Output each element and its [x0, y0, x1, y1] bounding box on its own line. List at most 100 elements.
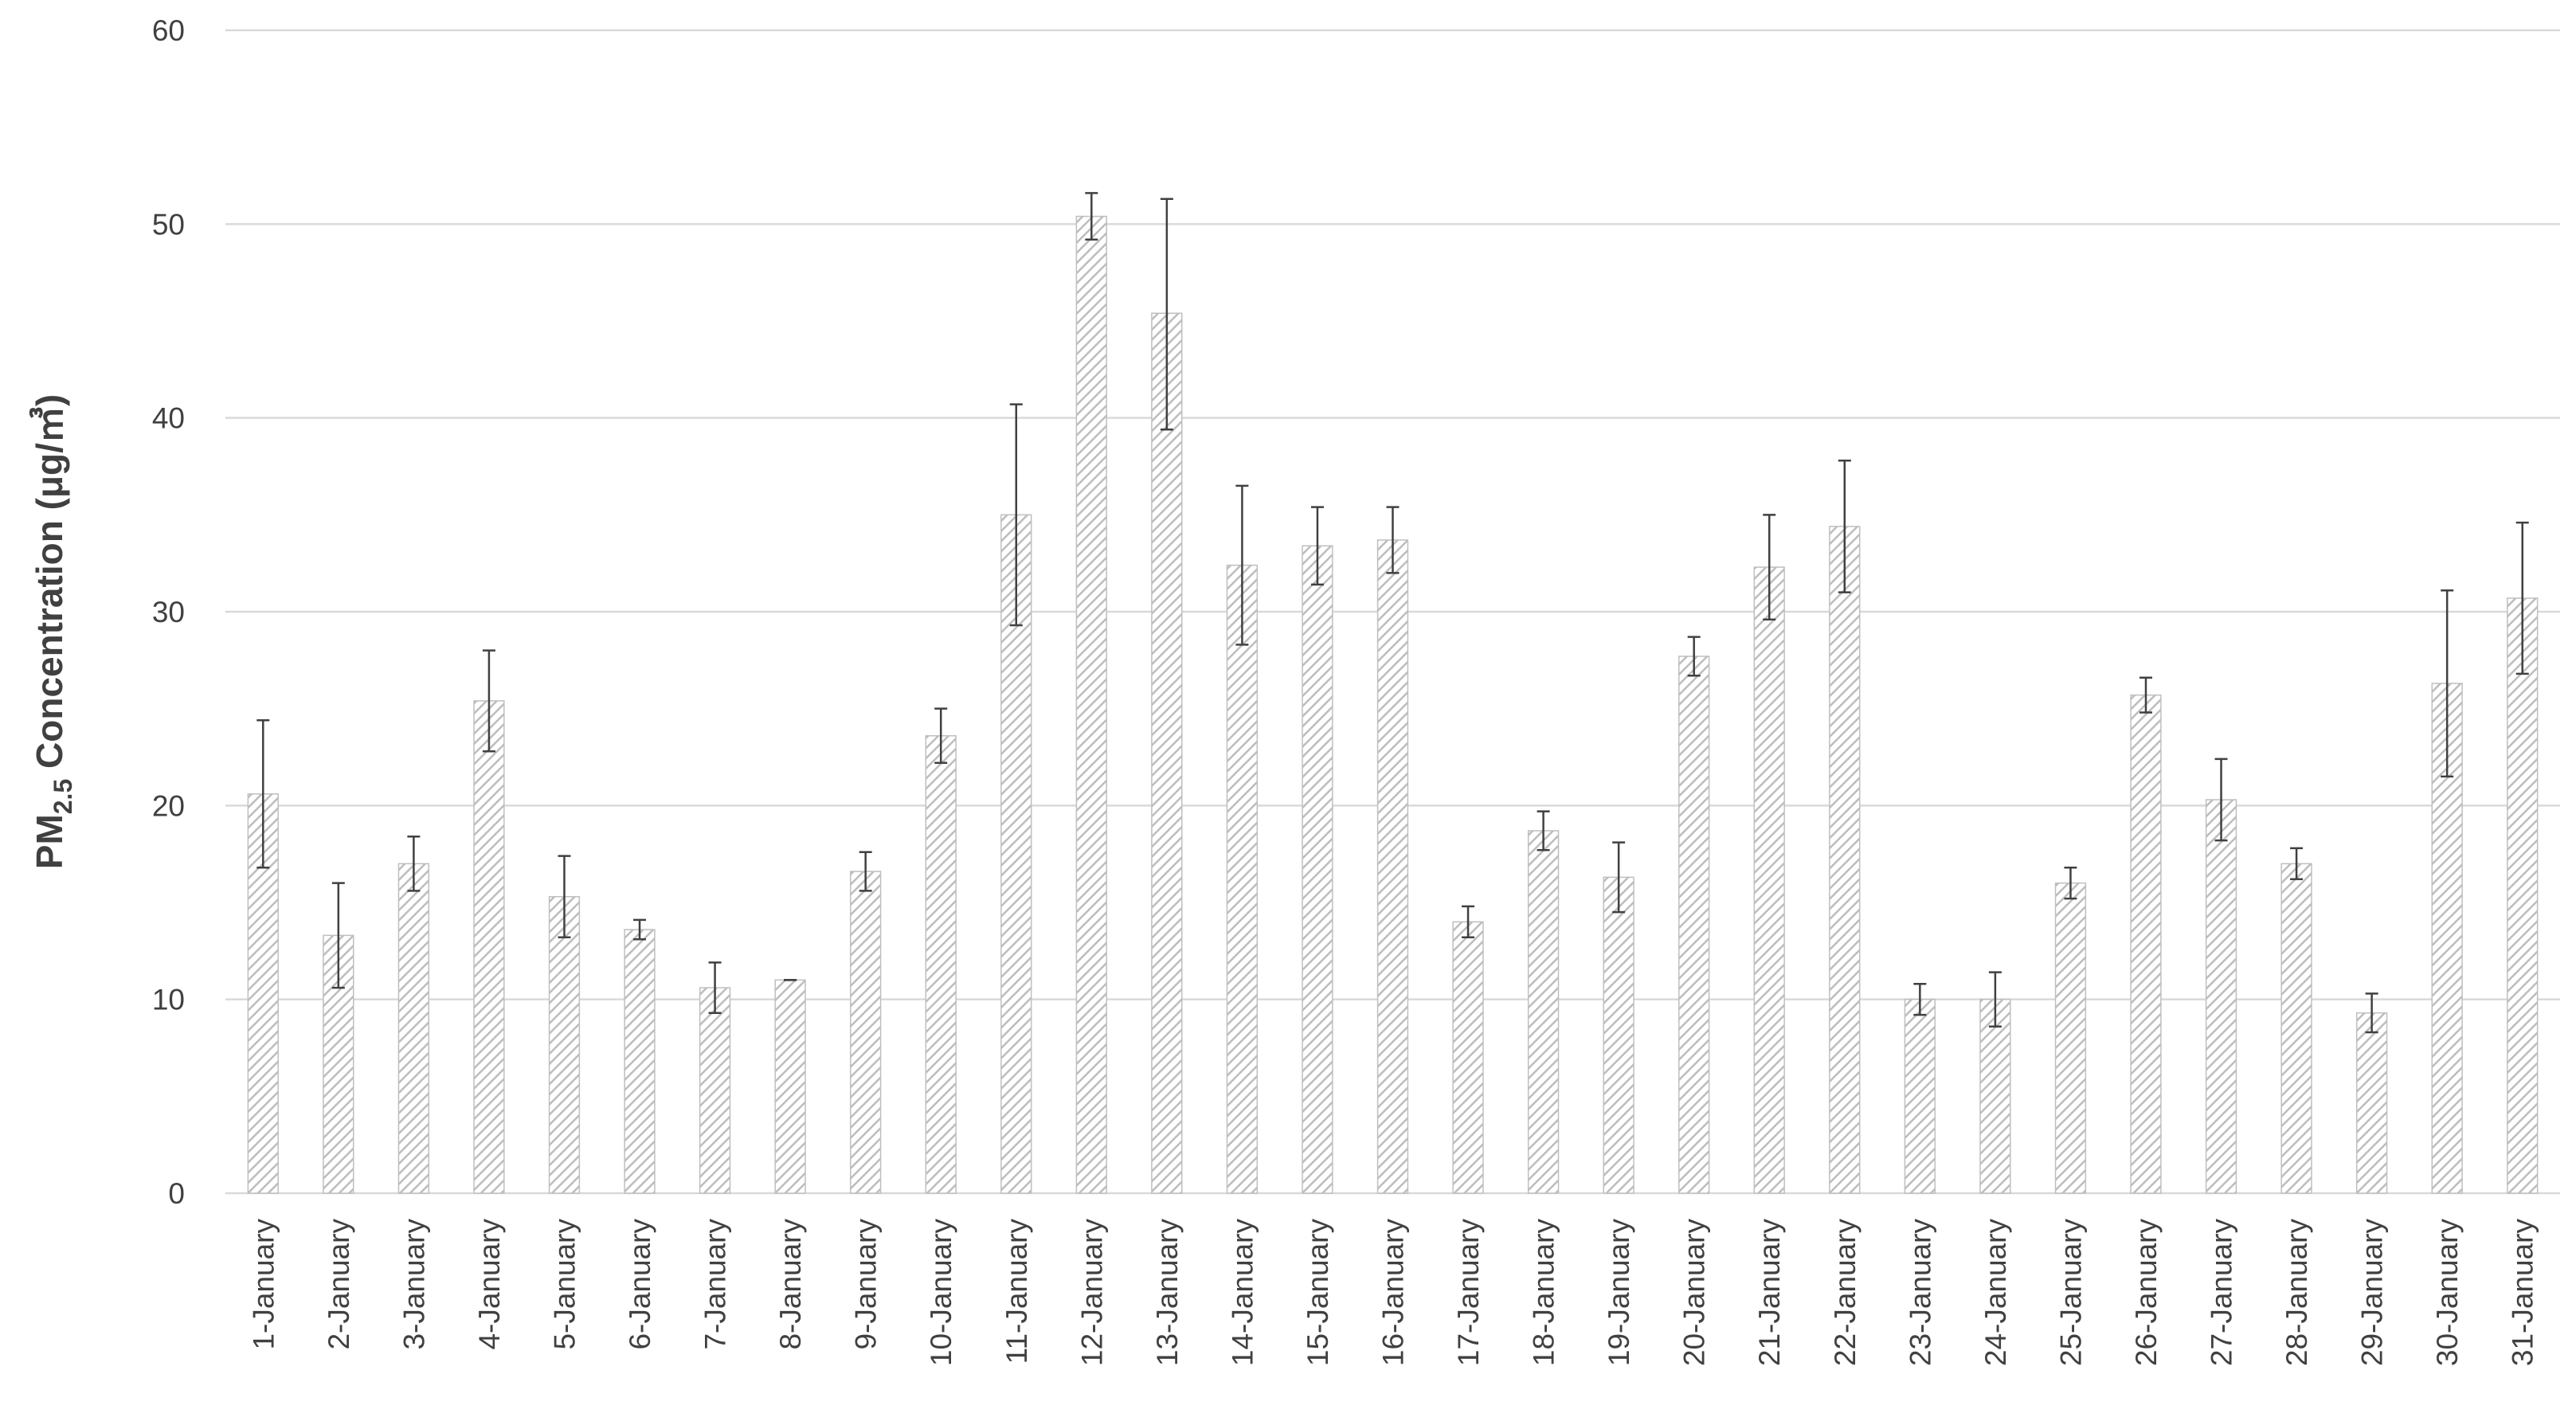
x-tick-label: 18-January	[1528, 1219, 1560, 1367]
error-bar	[1838, 459, 1851, 593]
bar	[1979, 998, 2011, 1194]
bar	[2507, 597, 2539, 1194]
x-tick-label: 28-January	[2280, 1219, 2313, 1367]
y-tick-label: 0	[168, 1177, 185, 1210]
bar	[1753, 566, 1785, 1194]
y-tick-label: 20	[152, 789, 185, 822]
y-axis-label-subscript: 2.5	[49, 779, 77, 814]
x-tick-label: 10-January	[925, 1219, 957, 1367]
x-tick-label: 31-January	[2507, 1219, 2539, 1367]
error-bar	[1386, 506, 1400, 574]
y-axis-label-prefix: PM	[29, 814, 70, 869]
bar	[774, 979, 806, 1194]
error-bar	[2515, 521, 2529, 675]
error-bar	[407, 836, 421, 892]
error-bar	[1988, 971, 2002, 1028]
error-bar	[708, 961, 722, 1014]
x-tick-label: 30-January	[2431, 1219, 2464, 1367]
bars	[247, 215, 2539, 1194]
y-tick-label: 50	[152, 208, 185, 241]
error-bar	[2214, 757, 2228, 842]
bar	[1302, 545, 1333, 1194]
x-tick-label: 8-January	[774, 1219, 807, 1350]
error-bar	[1085, 192, 1098, 241]
bar	[1829, 526, 1861, 1194]
error-bar	[2365, 992, 2378, 1034]
x-tick-label: 23-January	[1904, 1219, 1936, 1367]
x-tick-label: 20-January	[1678, 1219, 1711, 1367]
error-bar	[1310, 506, 1324, 586]
y-axis-ticks: 0 10 20 30 40 50 60	[152, 14, 185, 1210]
error-bar	[1913, 982, 1927, 1016]
bar	[2280, 863, 2312, 1194]
x-tick-label: 3-January	[397, 1219, 430, 1350]
bar	[1376, 539, 1409, 1194]
x-tick-label: 24-January	[1979, 1219, 2012, 1367]
error-bar	[859, 851, 872, 892]
bar	[1904, 998, 1936, 1194]
x-tick-label: 2-January	[323, 1219, 355, 1350]
error-bar	[633, 918, 647, 941]
x-tick-label: 6-January	[624, 1219, 656, 1350]
bar	[1603, 876, 1634, 1194]
y-axis-label: PM2.5 Concentration (μg/㎥)	[29, 394, 77, 869]
x-tick-label: 27-January	[2206, 1219, 2238, 1367]
error-bar	[1687, 636, 1701, 677]
error-bar	[2290, 847, 2304, 881]
error-bar	[331, 882, 345, 989]
bar	[2355, 1012, 2388, 1194]
x-tick-label: 21-January	[1753, 1219, 1786, 1367]
error-bar	[2441, 589, 2454, 778]
error-bar	[1612, 841, 1626, 914]
bar	[1452, 921, 1484, 1194]
x-tick-label: 26-January	[2130, 1219, 2163, 1367]
x-tick-label: 12-January	[1075, 1219, 1108, 1367]
bar	[699, 987, 731, 1194]
x-tick-label: 22-January	[1829, 1219, 1862, 1367]
x-tick-label: 7-January	[699, 1219, 732, 1350]
x-axis-ticks: 1-January 2-January 3-January 4-January 5-Ja…	[247, 1219, 2539, 1367]
y-tick-label: 10	[152, 984, 185, 1016]
x-tick-label: 11-January	[1000, 1219, 1033, 1364]
y-axis-label-suffix: Concentration (μg/㎥)	[29, 394, 70, 779]
error-bar	[1462, 905, 1475, 939]
error-bar	[482, 649, 495, 753]
error-bars	[256, 192, 2529, 1034]
error-bar	[1160, 198, 1173, 431]
x-tick-label: 5-January	[548, 1219, 581, 1350]
bar	[1226, 564, 1259, 1194]
x-tick-label: 29-January	[2356, 1219, 2389, 1367]
x-tick-label: 14-January	[1226, 1219, 1259, 1367]
x-tick-label: 16-January	[1377, 1219, 1410, 1367]
bar	[624, 929, 656, 1194]
y-tick-label: 60	[152, 14, 185, 47]
bar	[1678, 656, 1710, 1194]
x-tick-label: 25-January	[2054, 1219, 2087, 1367]
bar	[2205, 799, 2237, 1194]
bar	[1075, 215, 1107, 1194]
y-tick-label: 40	[152, 402, 185, 435]
x-tick-label: 17-January	[1452, 1219, 1485, 1367]
bar	[2054, 882, 2087, 1194]
x-tick-label: 9-January	[850, 1219, 883, 1350]
error-bar	[1537, 810, 1550, 851]
bar	[1151, 312, 1183, 1194]
x-tick-label: 1-January	[247, 1219, 280, 1350]
bar	[1527, 830, 1560, 1194]
error-bar	[1763, 514, 1776, 620]
x-tick-label: 4-January	[473, 1219, 506, 1350]
bar	[473, 700, 505, 1194]
bar	[925, 734, 957, 1194]
y-tick-label: 30	[152, 596, 185, 628]
x-tick-label: 19-January	[1603, 1219, 1635, 1367]
error-bar	[558, 855, 571, 939]
error-bar	[2064, 866, 2077, 900]
error-bar	[1235, 484, 1249, 646]
bar	[548, 895, 581, 1194]
bar	[2130, 694, 2162, 1194]
error-bar	[1009, 403, 1023, 627]
x-tick-label: 13-January	[1151, 1219, 1184, 1367]
x-tick-label: 15-January	[1302, 1219, 1334, 1367]
